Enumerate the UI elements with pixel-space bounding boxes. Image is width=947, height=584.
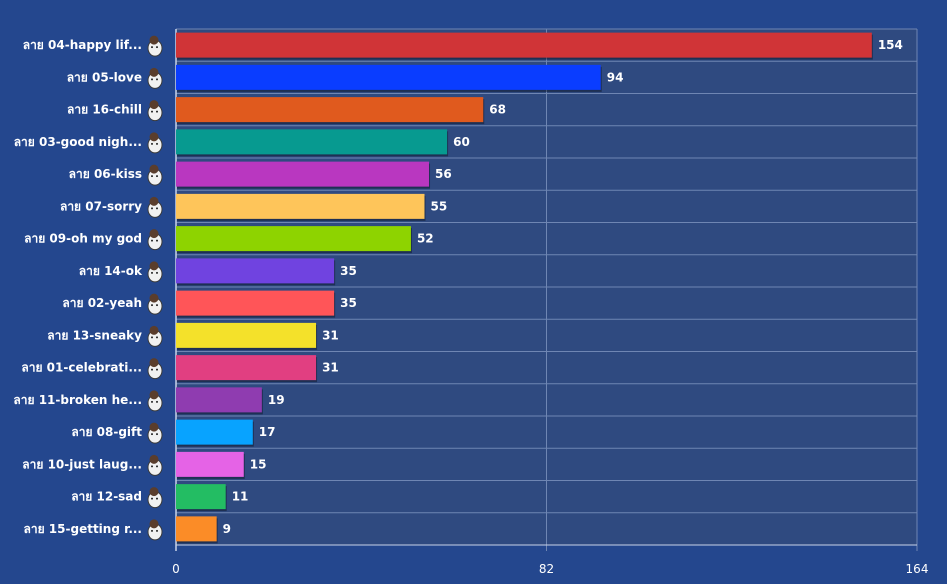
value-labels: 154 94 68 60 56 55 52 35 35 31 31 19 17 15 11 9 (223, 38, 903, 536)
category-label: ลาย 04-happy lif... (23, 38, 142, 52)
sticker-icon (147, 487, 163, 509)
value-label: 17 (259, 425, 276, 439)
value-label: 15 (250, 457, 267, 471)
bar (176, 484, 226, 510)
value-label: 11 (232, 490, 249, 504)
bar (176, 258, 335, 284)
bar (176, 64, 601, 90)
sticker-icon (147, 422, 163, 444)
bar (176, 193, 425, 219)
sticker-icon (147, 196, 163, 218)
bar (176, 129, 448, 155)
category-label: ลาย 01-celebrati... (21, 361, 142, 375)
bar (176, 161, 430, 187)
category-label: ลาย 11-broken he... (13, 393, 142, 407)
sticker-icon (147, 100, 163, 122)
category-label: ลาย 12-sad (71, 490, 142, 504)
category-label: ลาย 08-gift (71, 425, 142, 439)
sticker-icon (147, 132, 163, 154)
category-label: ลาย 07-sorry (60, 199, 142, 213)
category-label: ลาย 13-sneaky (47, 328, 142, 342)
bar (176, 226, 411, 252)
value-label: 31 (322, 328, 339, 342)
category-label: ลาย 10-just laug... (22, 457, 142, 471)
bars-group (176, 32, 873, 544)
value-label: 56 (435, 167, 452, 181)
value-label: 9 (223, 522, 231, 536)
bar (176, 32, 872, 58)
category-label: ลาย 03-good nigh... (14, 135, 142, 149)
bar (176, 322, 317, 348)
category-label: ลาย 15-getting r... (24, 522, 143, 536)
bar (176, 419, 253, 445)
category-label: ลาย 02-yeah (62, 296, 142, 310)
value-label: 68 (489, 103, 506, 117)
sticker-icon (147, 293, 163, 315)
category-label: ลาย 09-oh my god (24, 232, 142, 246)
value-label: 35 (340, 296, 357, 310)
category-labels: ลาย 04-happy lif... ลาย 05-love ลาย 16-chi… (13, 38, 143, 536)
category-label: ลาย 05-love (67, 70, 142, 84)
sticker-icon (147, 454, 163, 476)
category-label: ลาย 06-kiss (69, 167, 142, 181)
bar (176, 516, 217, 542)
category-label: ลาย 16-chill (67, 103, 142, 117)
sticker-icon (147, 519, 163, 541)
sticker-icon (147, 164, 163, 186)
value-label: 35 (340, 264, 357, 278)
sticker-icon (147, 325, 163, 347)
value-label: 55 (431, 199, 448, 213)
value-label: 19 (268, 393, 285, 407)
bar (176, 355, 317, 381)
sticker-icon (147, 229, 163, 251)
sticker-icon (147, 35, 163, 57)
x-axis-ticks: 0 82 164 (172, 562, 928, 576)
value-label: 94 (607, 70, 624, 84)
bar (176, 387, 262, 413)
category-label: ลาย 14-ok (79, 264, 143, 278)
value-label: 154 (878, 38, 903, 52)
sticker-icon (147, 390, 163, 412)
x-tick-label: 164 (906, 562, 929, 576)
x-tick-label: 82 (539, 562, 554, 576)
sticker-icon (147, 358, 163, 380)
sticker-icon (147, 261, 163, 283)
grid-lines (175, 28, 918, 551)
x-tick-label: 0 (172, 562, 180, 576)
sticker-icons (147, 35, 163, 541)
bar (176, 451, 244, 477)
value-label: 31 (322, 361, 339, 375)
bar (176, 97, 484, 123)
value-label: 52 (417, 232, 434, 246)
value-label: 60 (453, 135, 470, 149)
sticker-icon (147, 67, 163, 89)
bar (176, 290, 335, 316)
